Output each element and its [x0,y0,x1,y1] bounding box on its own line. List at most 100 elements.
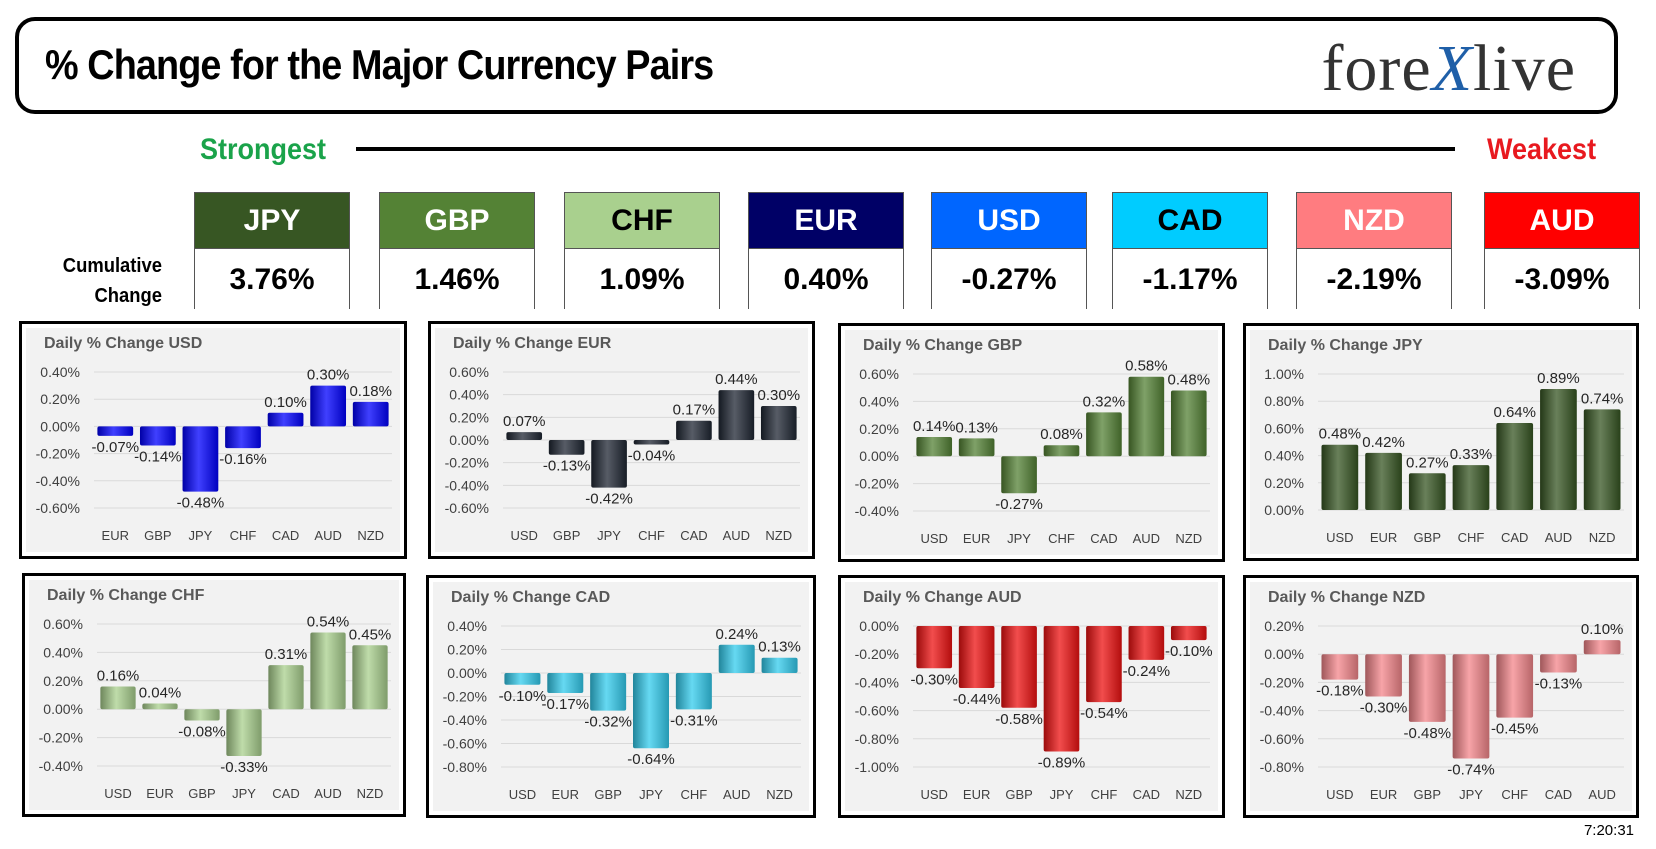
bar-chf [1086,626,1122,703]
bar-eur [1365,452,1402,510]
chart-title: Daily % Change GBP [863,337,1022,354]
data-label: -0.10% [1165,643,1213,660]
y-tick-label: 0.40% [447,618,487,634]
data-label: -0.89% [1038,754,1086,771]
data-label: -0.32% [584,714,632,731]
x-tick-label: CHF [1091,787,1118,802]
bar-usd [100,686,136,710]
bar-chart: Daily % Change CAD0.40%0.20%0.00%-0.20%-… [433,582,809,811]
y-tick-label: 0.00% [40,418,80,434]
x-tick-label: USD [510,528,537,543]
chart-panel-gbp: Daily % Change GBP 0.60% 0.40% 0.20% 0.00% -0… [838,323,1225,562]
x-tick-label: NZD [765,528,792,543]
bar-aud [310,632,346,710]
bar-nzd [1583,409,1621,510]
x-tick-label: CHF [1458,530,1485,545]
cumulative-change-value: 3.76% [195,249,349,310]
cumulative-change-value: 1.46% [380,249,534,310]
y-tick-label: -0.40% [1260,703,1304,719]
data-label: -0.48% [177,495,225,512]
y-tick-label: -0.20% [855,476,899,492]
data-label: 0.13% [758,639,801,656]
y-tick-label: 0.00% [43,701,83,717]
logo-text-left: fore [1321,32,1432,105]
bar-chart: Daily % Change NZD 0.20% 0.00% -0.20% -0.40%… [1250,582,1632,811]
y-tick-label: 0.00% [859,618,899,634]
x-tick-label: NZD [357,786,384,801]
chart-panel-eur: Daily % Change EUR 0.60% 0.40% 0.20% 0.00% -0… [428,321,815,559]
x-tick-label: GBP [1414,787,1441,802]
bar-nzd [352,645,388,710]
y-tick-label: 0.20% [1264,475,1304,491]
x-tick-label: USD [1326,787,1353,802]
page-title: % Change for the Major Currency Pairs [45,41,714,88]
y-tick-label: -0.40% [39,758,83,774]
bar-cad [1496,422,1534,510]
y-tick-label: -0.60% [443,736,487,752]
currency-card-gbp: GBP 1.46% [379,192,535,310]
y-tick-label: -0.60% [855,703,899,719]
y-tick-label: -0.60% [1260,731,1304,747]
data-label: -0.45% [1491,721,1539,738]
bar-jpy [1001,456,1037,494]
y-tick-label: 0.20% [449,409,489,425]
bar-aud [718,390,755,440]
x-tick-label: CAD [1501,530,1528,545]
bar-chf [225,426,261,449]
x-tick-label: AUD [314,528,341,543]
cumulative-change-value: -2.19% [1297,249,1451,310]
bar-aud [1583,640,1621,655]
data-label: -0.58% [995,711,1043,728]
x-tick-label: GBP [1005,787,1032,802]
y-tick-label: -0.20% [443,689,487,705]
y-tick-label: -0.40% [443,712,487,728]
x-tick-label: USD [920,531,947,546]
x-tick-label: CHF [1501,787,1528,802]
cumulative-change-value: -3.09% [1485,249,1639,310]
bar-nzd [761,657,798,673]
x-tick-label: EUR [552,787,579,802]
data-label: -0.08% [178,724,226,741]
x-tick-label: JPY [597,528,621,543]
chart-panel-nzd: Daily % Change NZD 0.20% 0.00% -0.20% -0.40%… [1243,575,1639,818]
data-label: -0.10% [499,688,547,705]
data-label: 0.27% [1406,454,1449,471]
bar-gbp [548,440,585,455]
currency-card-eur: EUR 0.40% [748,192,904,310]
x-tick-label: CHF [680,787,707,802]
bar-nzd [760,406,797,440]
cumulative-label-line2: Change [94,285,162,307]
y-tick-label: 0.20% [1264,618,1304,634]
y-tick-label: 0.40% [43,644,83,660]
bar-eur [1365,654,1402,697]
bar-gbp [184,709,220,721]
bar-cad [1086,412,1122,457]
y-tick-label: -0.40% [445,477,489,493]
y-tick-label: 0.40% [40,364,80,380]
bar-eur [958,438,995,457]
bar-cad [267,412,304,427]
x-tick-label: GBP [188,786,215,801]
y-tick-label: -0.40% [36,473,80,489]
bar-cad [676,420,712,440]
y-tick-label: 0.00% [1264,502,1304,518]
data-label: -0.42% [585,491,633,508]
chart-title: Daily % Change EUR [453,335,612,352]
bar-chf [633,440,670,445]
timestamp: 7:20:31 [1583,822,1634,839]
bar-cad [268,665,304,710]
bar-chart: Daily % Change EUR 0.60% 0.40% 0.20% 0.00% -0… [435,328,808,552]
x-tick-label: CHF [1048,531,1075,546]
x-tick-label: EUR [963,531,990,546]
data-label: -0.14% [134,448,182,465]
y-tick-label: 0.00% [1264,646,1304,662]
y-tick-label: 0.20% [40,391,80,407]
bar-aud [310,385,347,427]
x-tick-label: USD [1326,530,1353,545]
bar-gbp [1408,473,1446,510]
data-label: 0.58% [1125,358,1168,375]
currency-card-chf: CHF 1.09% [564,192,720,310]
x-tick-label: CAD [1133,787,1160,802]
cumulative-change-value: -0.27% [932,249,1086,310]
data-label: 0.18% [349,383,392,400]
